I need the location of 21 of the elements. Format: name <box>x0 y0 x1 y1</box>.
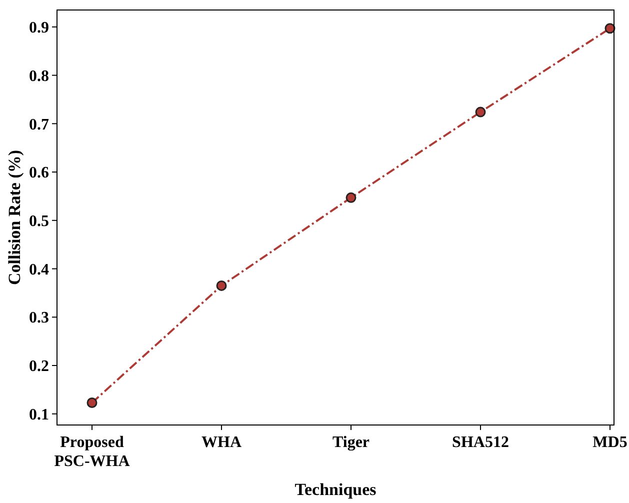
y-tick-label: 0.2 <box>29 358 49 376</box>
point <box>475 106 486 118</box>
point <box>216 280 227 291</box>
y-axis-title: Collision Rate (%) <box>5 150 24 286</box>
x-axis-title: Techniques <box>294 480 377 499</box>
point <box>346 192 356 203</box>
x-tick-label: MD5 <box>592 434 628 451</box>
x-tick-label: SHA512 <box>452 434 509 451</box>
x-tick-label: WHA <box>202 434 242 451</box>
point <box>86 398 98 408</box>
y-tick-label: 0.9 <box>29 20 49 37</box>
y-tick-label: 0.3 <box>29 310 49 327</box>
y-tick-label: 0.7 <box>29 116 49 134</box>
y-tick-label: 0.5 <box>29 213 49 230</box>
y-tick-label: 0.1 <box>29 406 49 424</box>
y-tick-label: 0.8 <box>29 68 49 85</box>
x-tick-label: Tiger <box>332 434 370 451</box>
point <box>604 23 616 34</box>
x-tick-label: Proposed PSC-WHA <box>54 434 130 470</box>
y-tick-label: 0.6 <box>29 164 49 182</box>
y-tick-label: 0.4 <box>29 261 49 278</box>
